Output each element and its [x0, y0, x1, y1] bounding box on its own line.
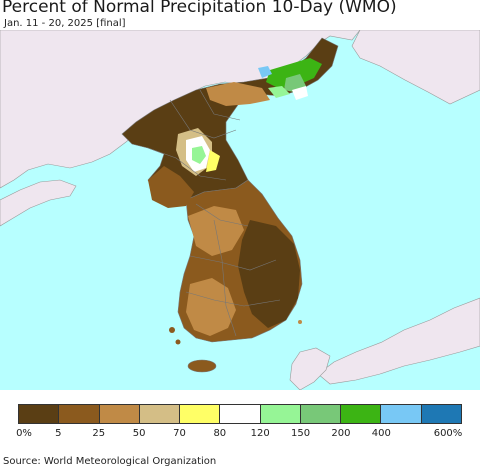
legend-tick-label: 5 — [55, 428, 62, 439]
source-note: Source: World Meteorological Organizatio… — [3, 456, 217, 467]
east-korea-dry-zone — [238, 220, 300, 328]
island — [169, 327, 175, 333]
legend-tick-label: 70 — [173, 428, 186, 439]
legend-tick-label: 200 — [331, 428, 351, 439]
legend-swatch — [340, 405, 381, 423]
legend-tick-label: 120 — [250, 428, 270, 439]
legend-tick-label: 80 — [213, 428, 227, 439]
color-legend — [18, 404, 462, 424]
legend-tick-label: 50 — [132, 428, 146, 439]
legend-swatch — [58, 405, 99, 423]
legend-swatch — [179, 405, 220, 423]
province-boundaries — [147, 89, 281, 337]
legend-tick-labels: 0% 5 25 50 70 80 120 150 200 400 600% — [0, 428, 480, 442]
ne-coastal-moderate-zone — [206, 82, 270, 106]
pyongyang-wet-zone — [192, 146, 206, 164]
japan-honshu — [317, 297, 480, 385]
russia-coast — [351, 30, 480, 105]
ne-green-fringe — [284, 74, 306, 92]
legend-swatch — [299, 405, 341, 423]
legend-swatch — [380, 405, 421, 423]
map-date-range: Jan. 11 - 20, 2025 [final] — [4, 18, 126, 29]
ne-wet-zone — [266, 58, 322, 88]
legend-swatch — [138, 405, 180, 423]
ne-light-wet — [268, 86, 290, 98]
western-plain-zone — [148, 166, 194, 208]
legend-swatch — [259, 405, 300, 423]
ne-normal-coast — [292, 86, 308, 100]
legend-tick-label: 600% — [433, 428, 463, 439]
ne-very-wet-spot — [258, 66, 272, 78]
map-title: Percent of Normal Precipitation 10-Day (… — [2, 0, 397, 17]
shandong-peninsula — [0, 179, 77, 227]
legend-tick-label: 0% — [16, 428, 32, 439]
jeju-island — [187, 359, 217, 373]
legend-tick-label: 150 — [290, 428, 311, 439]
island — [175, 339, 181, 345]
legend-swatch — [219, 405, 260, 423]
legend-tick-label: 25 — [92, 428, 106, 439]
legend-swatch — [420, 405, 461, 423]
island — [298, 320, 302, 324]
legend-tick-label: 400 — [371, 428, 391, 439]
precipitation-map — [0, 30, 480, 390]
legend-swatch — [98, 405, 139, 423]
pyongyang-yellow-zone — [206, 150, 220, 172]
sw-korea-moderate-zone — [186, 278, 236, 336]
japan-kyushu — [289, 347, 331, 390]
legend-swatch — [19, 405, 59, 423]
